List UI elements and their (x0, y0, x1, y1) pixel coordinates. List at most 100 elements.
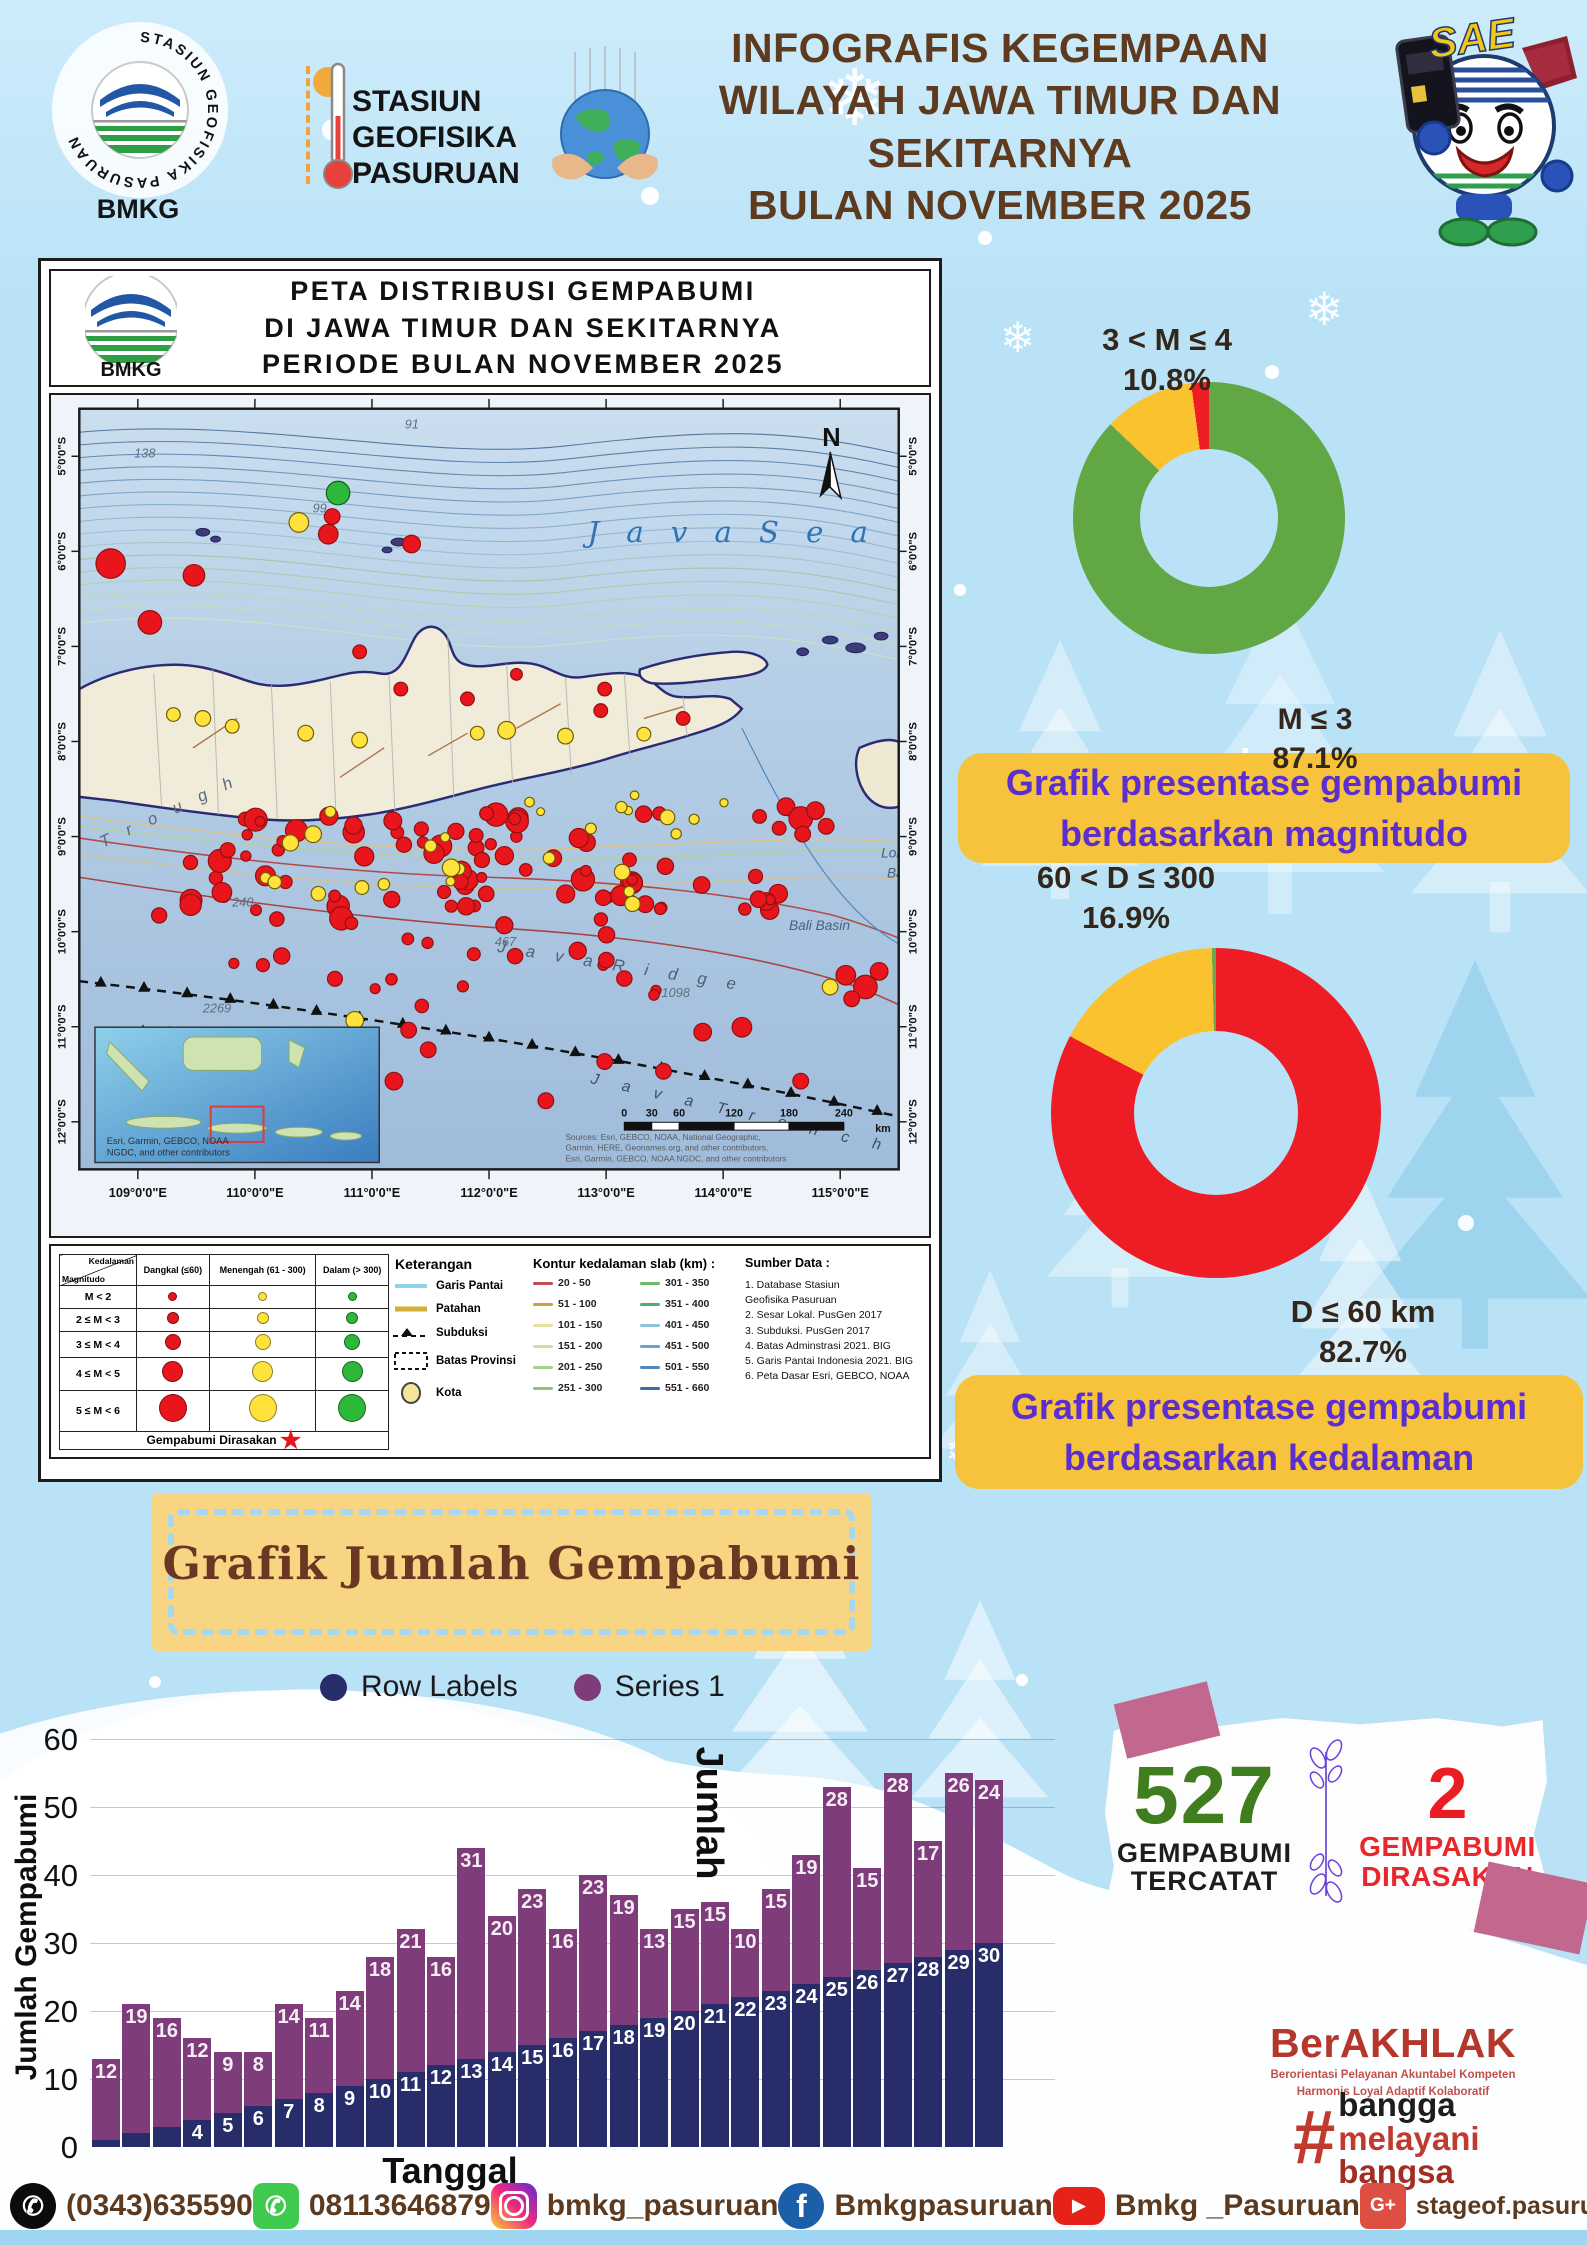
quake-dot-red (182, 854, 199, 871)
contact-footer: ✆ (0343)635590 ✆ 08113646879 bmkg_pasuruan f B… (0, 2180, 1587, 2232)
svg-text:115°0'0"E: 115°0'0"E (812, 1185, 869, 1200)
bar-day-22[interactable]: 10 22 (731, 1929, 760, 2147)
quake-dot-red (648, 989, 660, 1001)
quake-dot-red (568, 941, 587, 960)
quake-dot-red (269, 911, 285, 927)
sae-mascot: SAE (1395, 8, 1577, 247)
bar-day-26[interactable]: 15 26 (853, 1868, 882, 2147)
station-name: STASIUN GEOFISIKA PASURUAN (352, 85, 520, 190)
contact-phone[interactable]: ✆ (0343)635590 (10, 2183, 253, 2229)
bottom-strip (0, 2230, 1587, 2245)
bar-day-9[interactable]: 14 9 (335, 1990, 364, 2147)
contact-label: Bmkgpasuruan (834, 2189, 1053, 2222)
bar-day-12[interactable]: 16 12 (426, 1956, 455, 2147)
quake-dot-yellow (821, 978, 839, 996)
svg-text:❄: ❄ (1000, 313, 1035, 362)
contact-facebook[interactable]: f Bmkgpasuruan (778, 2183, 1053, 2229)
quake-dot-red (792, 1072, 810, 1090)
page-title: INFOGRAFIS KEGEMPAAN WILAYAH JAWA TIMUR … (615, 22, 1385, 232)
bar-day-11[interactable]: 21 11 (396, 1929, 425, 2147)
quake-dot-yellow (557, 727, 574, 745)
bar-day-20[interactable]: 15 20 (670, 1909, 699, 2147)
quake-dot-yellow (584, 822, 597, 835)
bmkg-ring-logo: STASIUN GEOFISIKA PASURUAN (52, 22, 228, 198)
quake-dot-red (653, 902, 667, 916)
bar-day-17[interactable]: 23 17 (579, 1875, 608, 2147)
bar-day-27[interactable]: 28 27 (883, 1773, 912, 2147)
quake-dot-yellow (224, 718, 240, 734)
svg-text:110°0'0"E: 110°0'0"E (226, 1185, 283, 1200)
svg-text:60: 60 (673, 1107, 685, 1119)
quake-dot-red (240, 850, 252, 862)
page-title-line3: BULAN NOVEMBER 2025 (748, 182, 1252, 229)
bar-day-30[interactable]: 24 30 (975, 1779, 1004, 2147)
contact-whatsapp[interactable]: ✆ 08113646879 (252, 2183, 491, 2229)
quake-dot-red (328, 889, 342, 903)
felt-count: 2 (1427, 1753, 1468, 1834)
svg-text:10°0'0"S: 10°0'0"S (57, 909, 69, 955)
quake-dot-red (655, 1062, 672, 1080)
bar-day-23[interactable]: 15 23 (761, 1888, 790, 2147)
quake-dot-yellow (629, 790, 640, 801)
quake-dot-red (447, 822, 465, 841)
magnitude-donut-chart[interactable] (1073, 382, 1345, 654)
bar-chart-title-box: Grafik Jumlah Gempabumi (152, 1493, 871, 1651)
bar-day-3[interactable]: 16 (152, 2017, 181, 2147)
recorded-stat: 527 GEMPABUMI TERCATAT (1105, 1752, 1304, 1895)
quake-dot-red (817, 817, 835, 835)
quake-dot-red (344, 916, 359, 931)
bar-day-19[interactable]: 13 19 (640, 1929, 669, 2147)
depth-donut-chart[interactable] (1051, 948, 1381, 1278)
bar-day-29[interactable]: 26 29 (944, 1773, 973, 2147)
inset-map: Esri, Garmin, GEBCO, NOAA NGDC, and othe… (94, 1026, 380, 1164)
bar-day-2[interactable]: 19 (122, 2004, 151, 2147)
contact-label: 08113646879 (308, 2189, 491, 2222)
svg-text:12°0'0"S: 12°0'0"S (907, 1099, 919, 1145)
quake-dot-red (656, 857, 675, 876)
bar-day-13[interactable]: 31 13 (457, 1847, 486, 2147)
quake-dot-red (738, 902, 752, 916)
whatsapp-icon: ✆ (252, 2183, 299, 2229)
map-bmkg-logo: BMKG (85, 276, 177, 380)
quake-dot-red (228, 957, 240, 970)
svg-text:6°0'0"S: 6°0'0"S (57, 531, 69, 570)
contact-gplus[interactable]: G+ stageof.pasuruan@bmkg.go.id (1359, 2183, 1587, 2229)
bar-day-24[interactable]: 19 24 (792, 1854, 821, 2147)
quake-dot-yellow (351, 731, 369, 749)
bar-day-8[interactable]: 11 8 (305, 2017, 334, 2147)
bar-day-14[interactable]: 20 14 (487, 1915, 516, 2147)
bar-day-4[interactable]: 12 4 (183, 2038, 212, 2147)
bar-day-25[interactable]: 28 25 (822, 1786, 851, 2147)
quake-dot-red (869, 961, 889, 981)
quake-dot-red (771, 820, 787, 836)
quake-dot-red (383, 890, 401, 909)
quake-dot-yellow (497, 720, 517, 740)
bar-day-16[interactable]: 16 16 (548, 1929, 577, 2147)
quake-dot-yellow (354, 880, 370, 895)
svg-text:9°0'0"S: 9°0'0"S (907, 817, 919, 856)
contact-instagram[interactable]: bmkg_pasuruan (490, 2183, 778, 2229)
quake-dot-red (537, 1092, 555, 1110)
quake-dot-red (634, 805, 653, 823)
quake-dot-red (326, 970, 344, 987)
bar-day-18[interactable]: 19 18 (609, 1895, 638, 2147)
bar-day-28[interactable]: 17 28 (914, 1841, 943, 2147)
phone-icon: ✆ (10, 2183, 56, 2229)
contact-youtube[interactable]: ▶ Bmkg _Pasuruan (1052, 2187, 1360, 2225)
bar-day-1[interactable]: 12 (92, 2058, 120, 2147)
bar-day-15[interactable]: 23 15 (518, 1888, 547, 2147)
quake-dot-red (95, 548, 126, 579)
contact-label: Bmkg _Pasuruan (1114, 2189, 1360, 2222)
bar-day-7[interactable]: 14 7 (274, 2004, 303, 2147)
earthquake-map[interactable]: J a v a S e a 138 91 99 240 467 1098 226… (49, 393, 931, 1238)
svg-text:12°0'0"S: 12°0'0"S (57, 1099, 69, 1145)
quake-dot-yellow (377, 877, 391, 891)
bangga-melayani-bangsa-logo: # bangga melayani bangsa (1292, 2086, 1480, 2191)
bar-day-21[interactable]: 15 21 (701, 1902, 729, 2147)
quake-dot-red (401, 932, 415, 946)
keterangan-batas-provinsi: Batas Provinsi (393, 1351, 529, 1371)
bar-day-10[interactable]: 18 10 (366, 1956, 395, 2147)
